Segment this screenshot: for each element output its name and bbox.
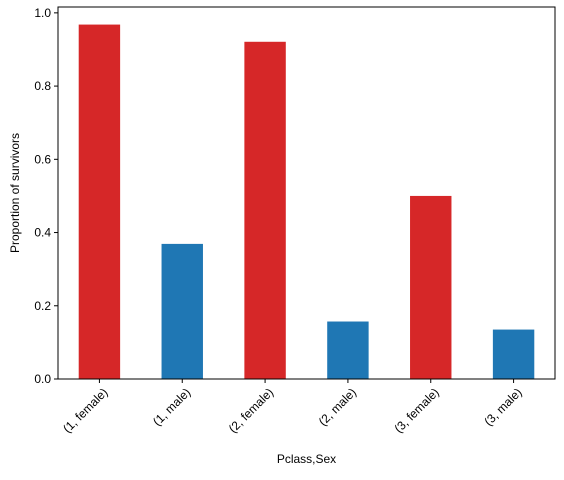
y-tick-label-3: 0.6 xyxy=(34,152,51,166)
x-axis-ticks: (1, female) (1, male) (2, female) (2, male)… xyxy=(60,379,525,436)
y-tick-label-4: 0.8 xyxy=(34,79,51,93)
bar-0 xyxy=(78,24,121,380)
y-tick-label-0: 0.0 xyxy=(34,372,51,386)
bar-3 xyxy=(327,321,369,379)
bar-1 xyxy=(161,243,203,379)
x-tick-label-5: (3, male) xyxy=(481,385,524,428)
x-tick-label-1: (1, male) xyxy=(150,385,193,428)
bar-4 xyxy=(410,195,452,379)
x-tick-label-3: (2, male) xyxy=(316,385,359,428)
x-tick-label-2: (2, female) xyxy=(226,385,276,435)
y-tick-label-1: 0.2 xyxy=(34,299,51,313)
x-tick-label-0: (1, female) xyxy=(60,385,110,435)
bar-5 xyxy=(492,329,535,379)
x-axis-label: Pclass,Sex xyxy=(277,452,336,466)
y-axis-label: Proportion of survivors xyxy=(8,133,22,253)
y-tick-label-5: 1.0 xyxy=(34,6,51,20)
bars-layer xyxy=(78,24,535,380)
y-tick-label-2: 0.4 xyxy=(34,226,51,240)
bar-2 xyxy=(244,41,286,379)
y-axis-ticks: 0.0 0.2 0.4 0.6 0.8 1.0 xyxy=(34,6,58,386)
plot-frame xyxy=(57,6,556,380)
x-tick-label-4: (3, female) xyxy=(391,385,441,435)
